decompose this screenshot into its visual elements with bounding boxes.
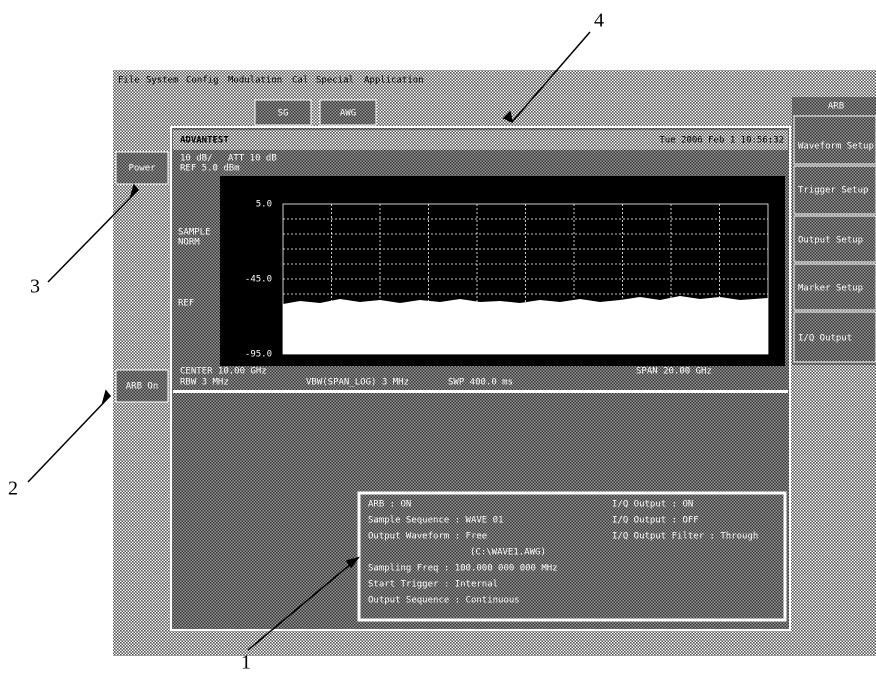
- soft-key-label[interactable]: I/Q Output: [798, 334, 852, 344]
- main-window: ADVANTEST Tue 2006 Feb 1 10:56:32 10 dB/…: [170, 126, 791, 631]
- info-text: Start Trigger : Internal: [368, 580, 498, 590]
- brand: ADVANTEST: [180, 136, 229, 146]
- left-key[interactable]: [115, 369, 169, 403]
- left-key-label[interactable]: ARB On: [126, 382, 159, 392]
- level-label: -45.0: [245, 275, 272, 285]
- info-text: Sample Sequence : WAVE 01: [368, 516, 503, 526]
- screen: File System Config Modulation Cal Specia…: [113, 70, 876, 656]
- tab[interactable]: [319, 99, 377, 126]
- panel-title: ARB: [828, 102, 844, 112]
- info-text: (C:\WAVE1.AWG): [470, 548, 546, 558]
- level-label: -95.0: [245, 350, 272, 360]
- status-bar: [113, 633, 876, 656]
- info-text: I/Q Output : ON: [612, 500, 693, 510]
- window-header: [173, 130, 788, 150]
- right-panel: ARB Waveform Setup Trigger Setup Output …: [792, 97, 876, 365]
- menu-item[interactable]: Application: [364, 76, 424, 86]
- level-label: 5.0: [256, 200, 272, 210]
- soft-key-label[interactable]: Output Setup: [798, 236, 863, 246]
- mode: SAMPLE: [178, 228, 211, 238]
- soft-key[interactable]: [793, 311, 876, 363]
- soft-key[interactable]: [793, 215, 876, 263]
- ref-level: REF 5.0 dBm: [180, 164, 240, 174]
- soft-key-label[interactable]: Trigger Setup: [798, 186, 868, 196]
- soft-key[interactable]: [793, 115, 876, 165]
- info-text: I/Q Output Filter : Through: [612, 532, 758, 542]
- menu-item[interactable]: System: [146, 76, 179, 86]
- ref-marker: REF: [178, 299, 194, 309]
- center: CENTER 10.00 GHz: [180, 367, 267, 377]
- callout-number: 3: [30, 276, 40, 298]
- soft-key-label[interactable]: Waveform Setup: [798, 142, 874, 152]
- menu: File System Config Modulation Cal Specia…: [118, 76, 424, 86]
- soft-key-label[interactable]: Marker Setup: [798, 284, 863, 294]
- mode: NORM: [178, 238, 200, 248]
- info-text: Output Sequence : Continuous: [368, 596, 520, 606]
- info-text: I/Q Output : OFF: [612, 516, 699, 526]
- info-rows: ARB : ON I/Q Output : ON Sample Sequence :…: [368, 500, 758, 606]
- info-text: Sampling Freq : 100.000 000 000 MHz: [368, 564, 558, 574]
- leader: [247, 557, 359, 651]
- att: ATT 10 dB: [228, 154, 277, 164]
- left-key[interactable]: [115, 151, 169, 185]
- side-strip: [175, 176, 220, 366]
- datetime: Tue 2006 Feb 1 10:56:32: [659, 136, 784, 146]
- arrow-head: [345, 556, 360, 569]
- noise-trace: [283, 296, 768, 354]
- info-text: ARB : ON: [368, 500, 411, 510]
- scale: 10 dB/: [180, 154, 213, 164]
- arrow-head: [502, 110, 514, 124]
- menu-item[interactable]: File: [118, 76, 140, 86]
- callout-number: 4: [594, 10, 604, 32]
- arrow-head: [101, 389, 112, 405]
- arrow-head: [129, 183, 140, 199]
- soft-key[interactable]: [793, 165, 876, 215]
- callout-number: 2: [8, 478, 18, 500]
- menu-bar: [113, 70, 876, 94]
- vbw: VBW(SPAN_LOG) 3 MHz: [306, 378, 409, 388]
- divider: [173, 390, 788, 393]
- menu-item[interactable]: Cal: [292, 76, 308, 86]
- menu-item[interactable]: Special: [316, 76, 354, 86]
- info-text: Output Waveform : Free: [368, 532, 487, 542]
- leader: [47, 189, 139, 283]
- span: SPAN 20.00 GHz: [636, 367, 712, 377]
- menu-item[interactable]: Modulation: [228, 76, 282, 86]
- left-key-label[interactable]: Power: [128, 164, 156, 174]
- leader: [27, 395, 111, 483]
- rbw: RBW 3 MHz: [180, 378, 229, 388]
- tab[interactable]: [254, 99, 312, 126]
- callout-number: 1: [241, 652, 251, 674]
- tab-label[interactable]: AWG: [340, 109, 356, 119]
- leader: [511, 31, 591, 123]
- swp: SWP 400.0 ms: [448, 378, 513, 388]
- tab-label[interactable]: SG: [278, 109, 289, 119]
- menu-item[interactable]: Config: [186, 76, 219, 86]
- soft-key[interactable]: [793, 263, 876, 311]
- callouts: [27, 31, 591, 651]
- info-box: [357, 491, 787, 622]
